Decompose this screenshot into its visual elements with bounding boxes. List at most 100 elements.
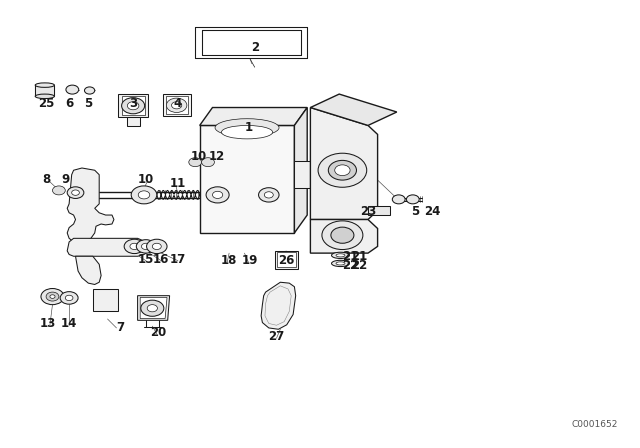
Circle shape (406, 195, 419, 204)
Polygon shape (127, 117, 140, 126)
Polygon shape (275, 251, 298, 269)
Circle shape (60, 292, 78, 304)
Circle shape (206, 187, 229, 203)
Text: 16: 16 (153, 253, 170, 267)
Polygon shape (35, 85, 54, 96)
Circle shape (147, 305, 157, 312)
Polygon shape (202, 30, 301, 55)
Polygon shape (310, 108, 378, 220)
Text: 5: 5 (84, 96, 92, 110)
Circle shape (46, 292, 59, 301)
Circle shape (130, 243, 139, 250)
Text: 21: 21 (342, 250, 359, 263)
Polygon shape (277, 252, 296, 267)
Polygon shape (166, 96, 188, 114)
Text: C0001652: C0001652 (572, 420, 618, 429)
Circle shape (50, 295, 55, 298)
Polygon shape (163, 94, 191, 116)
Polygon shape (118, 94, 148, 117)
Polygon shape (67, 238, 148, 256)
Text: 3: 3 (129, 96, 137, 110)
Text: 20: 20 (150, 326, 167, 339)
Text: 11: 11 (170, 177, 186, 190)
Circle shape (166, 98, 187, 112)
Circle shape (127, 102, 139, 110)
Circle shape (318, 153, 367, 187)
Ellipse shape (332, 260, 349, 267)
Polygon shape (122, 96, 145, 115)
Ellipse shape (336, 262, 345, 265)
Circle shape (152, 243, 161, 250)
Circle shape (392, 195, 405, 204)
Polygon shape (294, 108, 307, 233)
Circle shape (172, 102, 182, 109)
Polygon shape (261, 282, 296, 329)
Circle shape (67, 187, 84, 198)
Circle shape (66, 85, 79, 94)
Circle shape (52, 186, 65, 195)
Ellipse shape (336, 254, 345, 257)
Polygon shape (200, 125, 294, 233)
Circle shape (147, 239, 167, 254)
Polygon shape (310, 94, 397, 125)
Polygon shape (138, 296, 170, 320)
Circle shape (72, 190, 79, 195)
Circle shape (131, 186, 157, 204)
Circle shape (335, 165, 350, 176)
Text: 21: 21 (351, 250, 367, 263)
Text: 22: 22 (351, 258, 367, 272)
Text: 9: 9 (61, 172, 69, 186)
Polygon shape (93, 289, 118, 311)
Ellipse shape (35, 94, 54, 99)
Text: 4: 4 (174, 96, 182, 110)
Circle shape (264, 192, 273, 198)
Polygon shape (140, 297, 167, 319)
Polygon shape (294, 161, 314, 188)
Polygon shape (67, 168, 114, 242)
Text: 25: 25 (38, 96, 54, 110)
Circle shape (259, 188, 279, 202)
Text: 15: 15 (138, 253, 154, 267)
Circle shape (322, 221, 363, 250)
Circle shape (331, 227, 354, 243)
Text: 5: 5 (411, 205, 419, 218)
Ellipse shape (332, 252, 349, 258)
Circle shape (122, 98, 145, 114)
Text: 7: 7 (116, 320, 124, 334)
Text: 24: 24 (424, 205, 440, 218)
Circle shape (136, 240, 156, 253)
Circle shape (141, 243, 150, 250)
Text: 14: 14 (61, 317, 77, 330)
Ellipse shape (35, 83, 54, 87)
Text: 26: 26 (278, 254, 295, 267)
Ellipse shape (221, 125, 273, 139)
Text: 1: 1 (244, 121, 252, 134)
Text: 27: 27 (268, 330, 285, 344)
Circle shape (212, 191, 223, 198)
Polygon shape (310, 220, 378, 253)
Text: 12: 12 (208, 150, 225, 164)
Text: 13: 13 (40, 317, 56, 330)
Polygon shape (200, 108, 307, 125)
Text: 10: 10 (138, 172, 154, 186)
Polygon shape (76, 256, 101, 284)
Circle shape (328, 160, 356, 180)
Circle shape (189, 158, 202, 167)
Circle shape (202, 158, 214, 167)
Text: 22: 22 (342, 258, 359, 272)
Text: 10: 10 (190, 150, 207, 164)
Text: 2: 2 (251, 40, 259, 54)
Circle shape (84, 87, 95, 94)
Circle shape (141, 300, 164, 316)
Text: 8: 8 (42, 172, 50, 186)
Circle shape (65, 295, 73, 301)
Text: 19: 19 (241, 254, 258, 267)
Ellipse shape (215, 119, 279, 137)
Polygon shape (368, 206, 390, 215)
Text: 18: 18 (221, 254, 237, 267)
Text: 6: 6 (65, 96, 73, 110)
Text: 17: 17 (170, 253, 186, 267)
Circle shape (41, 289, 64, 305)
Text: 23: 23 (360, 205, 376, 218)
Circle shape (138, 191, 150, 199)
